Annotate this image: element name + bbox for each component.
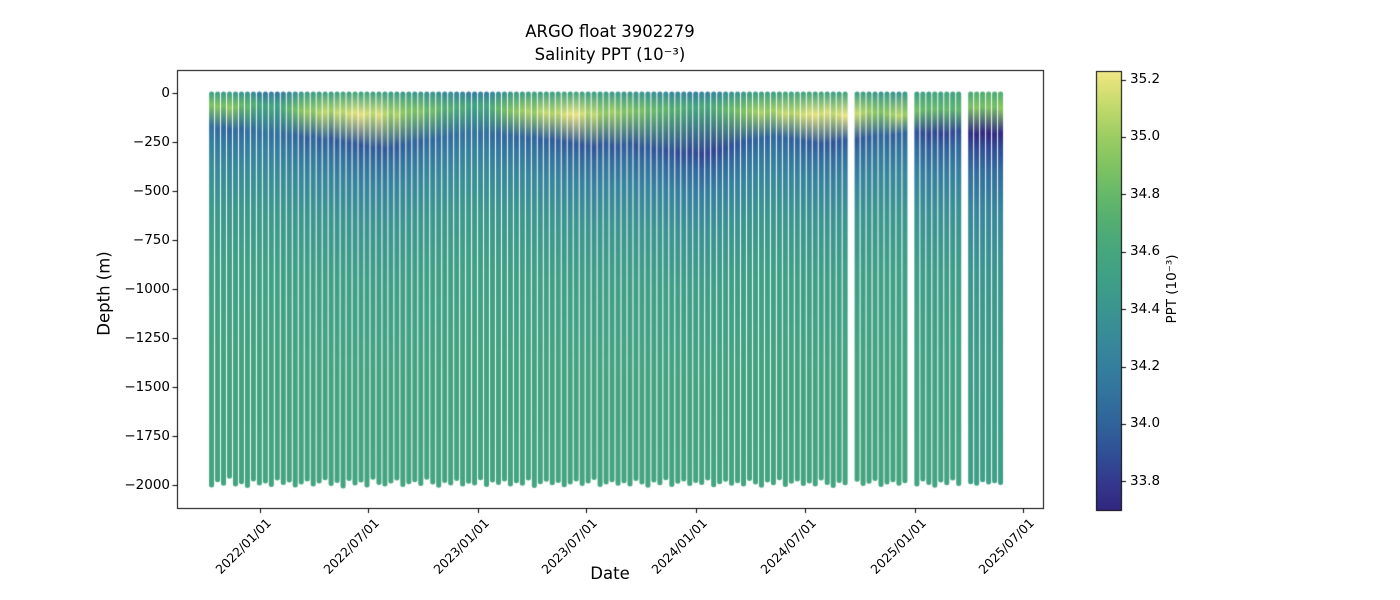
- colorbar-tick-label: 34.8: [1130, 185, 1161, 202]
- y-tick-label: −1750: [124, 428, 170, 444]
- chart-title-block: ARGO float 3902279 Salinity PPT (10⁻³): [177, 20, 1043, 66]
- colorbar-tick-label: 34.6: [1130, 243, 1161, 260]
- colorbar-tick-label: 35.2: [1130, 71, 1161, 88]
- y-tick-label: −1000: [124, 281, 170, 297]
- colorbar-tick-label: 33.8: [1130, 472, 1161, 489]
- y-tick-label: −1500: [124, 379, 170, 395]
- y-tick-label: −2000: [124, 477, 170, 493]
- y-tick-label: −250: [132, 134, 170, 150]
- colorbar-tick-label: 34.0: [1130, 415, 1161, 432]
- y-tick-label: −500: [132, 183, 170, 199]
- chart-title: ARGO float 3902279: [525, 22, 695, 41]
- colorbar-tick-label: 35.0: [1130, 128, 1161, 145]
- colorbar-tick-label: 34.2: [1130, 358, 1161, 375]
- colorbar-tick-label: 34.4: [1130, 300, 1161, 317]
- x-axis-label: Date: [590, 564, 630, 583]
- colorbar-label: PPT (10⁻³): [1164, 254, 1180, 324]
- y-tick-label: 0: [161, 85, 170, 101]
- y-tick-label: −750: [132, 232, 170, 248]
- chart-subtitle: Salinity PPT (10⁻³): [534, 45, 686, 64]
- y-tick-label: −1250: [124, 330, 170, 346]
